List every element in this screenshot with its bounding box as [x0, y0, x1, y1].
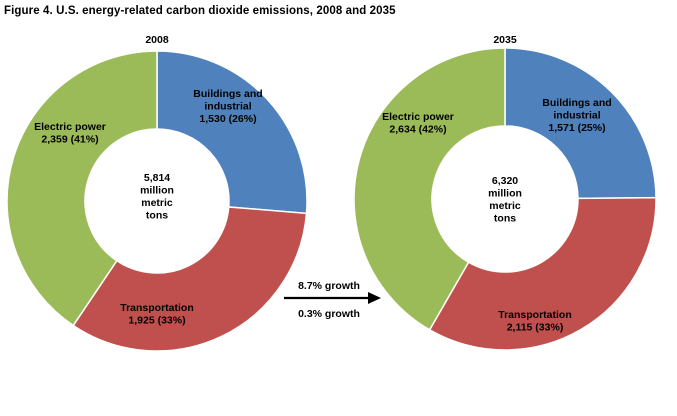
chart-title-2035: 2035 [493, 34, 517, 46]
slice-electric-2008 [6, 50, 158, 327]
growth-arrow: 8.7% growth 0.3% growth [284, 280, 381, 320]
slice-label-buildings-2035: Buildings and industrial 1,571 (25%) [542, 97, 611, 134]
chart-title-2008: 2008 [145, 34, 169, 46]
donut-2008: 2008 Buildings and industrial 1,530 (26%) Tr… [6, 34, 308, 352]
slice-transportation-2008 [72, 206, 308, 352]
slice-transportation-2035 [428, 196, 657, 351]
slice-buildings-2035 [504, 47, 657, 200]
slice-buildings-2008 [156, 50, 308, 215]
slice-label-transportation-2008: Transportation 1,925 (33%) [120, 302, 194, 327]
donut-2035: 2035 Buildings and industrial 1,571 (25%) Tr… [353, 34, 657, 351]
figure-title: Figure 4. U.S. energy-related carbon dio… [4, 5, 396, 17]
slice-label-transportation-2035: Transportation 2,115 (33%) [498, 309, 572, 334]
slice-label-electric-2035: Electric power 2,634 (42%) [382, 111, 454, 136]
arrow-head [368, 292, 381, 304]
slice-electric-2035 [353, 47, 506, 331]
slice-label-buildings-2008: Buildings and industrial 1,530 (26%) [193, 88, 262, 125]
center-total-2035: 6,320 million metric tons [488, 175, 522, 225]
slice-label-electric-2008: Electric power 2,359 (41%) [34, 121, 106, 146]
growth-label-bottom: 0.3% growth [298, 308, 360, 320]
growth-label-top: 8.7% growth [298, 280, 360, 292]
center-total-2008: 5,814 million metric tons [140, 172, 174, 222]
